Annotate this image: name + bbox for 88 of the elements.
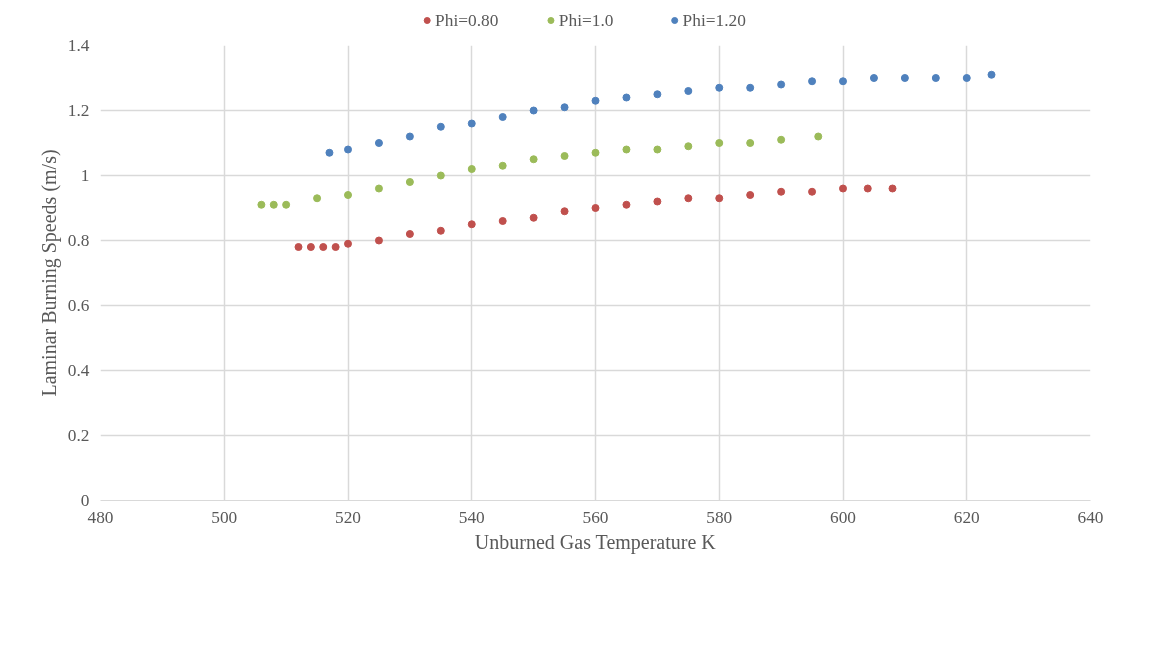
point xyxy=(653,145,662,154)
point xyxy=(405,132,414,141)
point xyxy=(436,226,445,235)
x-tick-label: 640 xyxy=(1077,507,1104,527)
point xyxy=(498,217,507,225)
point xyxy=(467,119,476,128)
point xyxy=(715,83,724,92)
point xyxy=(808,187,817,196)
point xyxy=(331,243,340,251)
x-tick-label: 500 xyxy=(211,507,238,527)
point xyxy=(684,194,693,203)
point xyxy=(257,200,266,209)
legend-label: Phi=1.20 xyxy=(682,11,746,30)
point xyxy=(746,139,755,147)
x-tick-label: 480 xyxy=(87,507,114,527)
point xyxy=(294,243,303,251)
point xyxy=(746,83,755,92)
point xyxy=(344,239,352,248)
point xyxy=(622,93,631,102)
point xyxy=(313,194,322,203)
y-tick-label: 1 xyxy=(80,166,90,185)
point xyxy=(436,171,445,180)
point xyxy=(931,74,940,82)
point xyxy=(653,197,662,206)
point xyxy=(591,204,600,212)
point xyxy=(715,139,724,147)
legend-label: Phi=1.0 xyxy=(558,11,614,30)
x-tick-label: 560 xyxy=(582,507,609,527)
point xyxy=(814,132,823,141)
y-tick-label: 0.6 xyxy=(67,296,90,315)
point xyxy=(684,142,693,151)
point xyxy=(306,243,315,251)
point xyxy=(405,230,414,238)
point xyxy=(344,145,352,154)
point xyxy=(467,220,476,229)
point xyxy=(344,191,352,199)
point xyxy=(777,187,786,196)
point xyxy=(591,148,600,157)
point xyxy=(560,103,569,112)
point xyxy=(888,184,897,193)
point xyxy=(467,165,476,173)
y-tick-label: 0 xyxy=(80,491,90,510)
point xyxy=(962,74,971,82)
point xyxy=(839,184,847,193)
point xyxy=(560,152,569,160)
point xyxy=(715,194,724,203)
point xyxy=(684,87,693,95)
point xyxy=(746,191,755,199)
point xyxy=(374,184,383,193)
point xyxy=(374,139,383,147)
x-tick-label: 540 xyxy=(458,507,485,527)
point xyxy=(869,74,878,82)
point xyxy=(622,200,631,209)
point xyxy=(498,113,507,121)
point xyxy=(863,184,872,193)
point xyxy=(777,135,786,144)
y-tick-label: 0.2 xyxy=(67,426,90,445)
legend-label: Phi=0.80 xyxy=(435,11,499,30)
x-axis-title: Unburned Gas Temperature K xyxy=(474,530,717,554)
y-tick-label: 0.8 xyxy=(67,231,90,250)
point xyxy=(319,243,328,251)
point xyxy=(653,90,662,99)
point xyxy=(900,74,909,82)
point xyxy=(622,145,631,154)
x-tick-label: 580 xyxy=(706,507,733,527)
point xyxy=(374,236,383,245)
y-tick-label: 0.4 xyxy=(67,361,90,380)
y-tick-label: 1.4 xyxy=(67,36,90,55)
point xyxy=(987,70,996,79)
point xyxy=(808,77,817,86)
point xyxy=(269,200,278,209)
point xyxy=(405,178,414,186)
y-axis-title: Laminar Burning Speeds (m/s) xyxy=(37,149,61,397)
x-tick-label: 620 xyxy=(953,507,980,527)
x-tick-label: 600 xyxy=(830,507,856,527)
point xyxy=(529,155,538,164)
point xyxy=(529,106,538,115)
point xyxy=(777,80,786,89)
point xyxy=(560,207,569,216)
point xyxy=(591,96,600,105)
point xyxy=(282,200,291,209)
y-tick-label: 1.2 xyxy=(67,101,90,120)
point xyxy=(529,213,538,222)
point xyxy=(436,122,445,131)
point xyxy=(498,161,507,170)
point xyxy=(839,77,847,86)
point xyxy=(325,148,334,157)
x-tick-label: 520 xyxy=(335,507,361,527)
